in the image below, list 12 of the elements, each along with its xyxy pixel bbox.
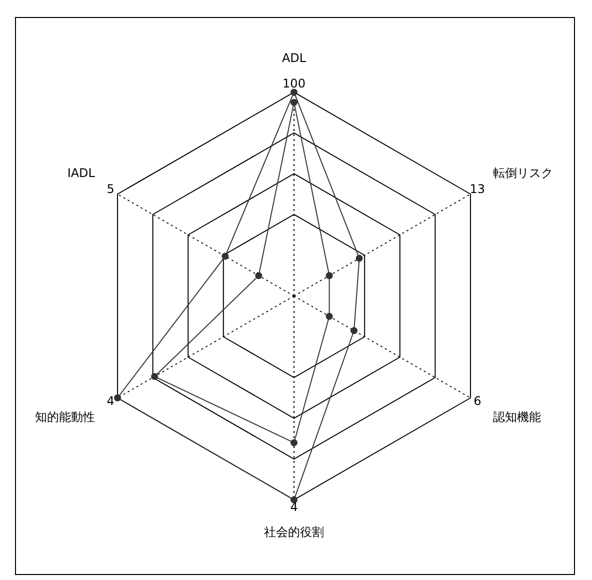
text: 6 (474, 394, 482, 408)
text: 4 (106, 394, 114, 408)
text: 13 (470, 182, 486, 196)
text: 100 (282, 76, 306, 90)
spoke-label: 転倒リスク (493, 166, 553, 180)
spoke-label: ADL (282, 51, 306, 66)
spoke-label: IADL (67, 166, 96, 180)
text: 5 (106, 182, 114, 196)
spoke-label: 知的能動性 (35, 410, 95, 424)
spoke-label: 社会的役割 (264, 525, 324, 540)
text: 4 (290, 500, 298, 514)
spoke-label: 認知機能 (493, 410, 541, 424)
